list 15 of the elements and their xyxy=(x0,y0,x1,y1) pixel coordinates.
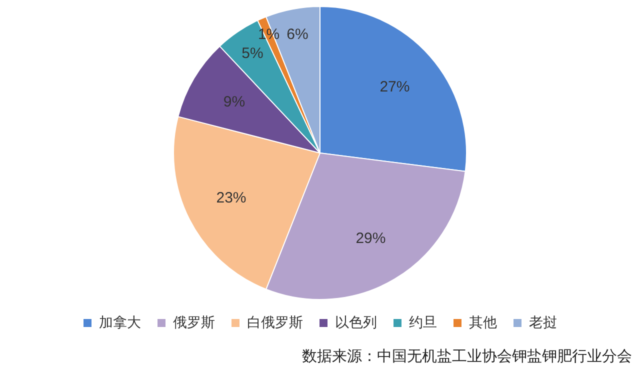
legend-label: 白俄罗斯 xyxy=(247,314,303,330)
legend-label: 约旦 xyxy=(409,314,437,330)
legend-label: 老挝 xyxy=(529,314,557,330)
legend-label: 俄罗斯 xyxy=(173,314,215,330)
legend-label: 加拿大 xyxy=(99,314,141,330)
data-label: 6% xyxy=(286,26,308,44)
data-label: 29% xyxy=(356,230,386,247)
data-label: 5% xyxy=(242,44,264,62)
legend-label: 以色列 xyxy=(335,314,377,330)
data-label: 1% xyxy=(258,26,280,43)
data-label: 23% xyxy=(216,189,246,206)
data-label: 27% xyxy=(380,78,410,96)
legend-label: 其他 xyxy=(469,314,497,330)
data-label: 9% xyxy=(223,93,246,110)
source-note: 数据来源：中国无机盐工业协会钾盐钾肥行业分会 xyxy=(302,348,632,366)
